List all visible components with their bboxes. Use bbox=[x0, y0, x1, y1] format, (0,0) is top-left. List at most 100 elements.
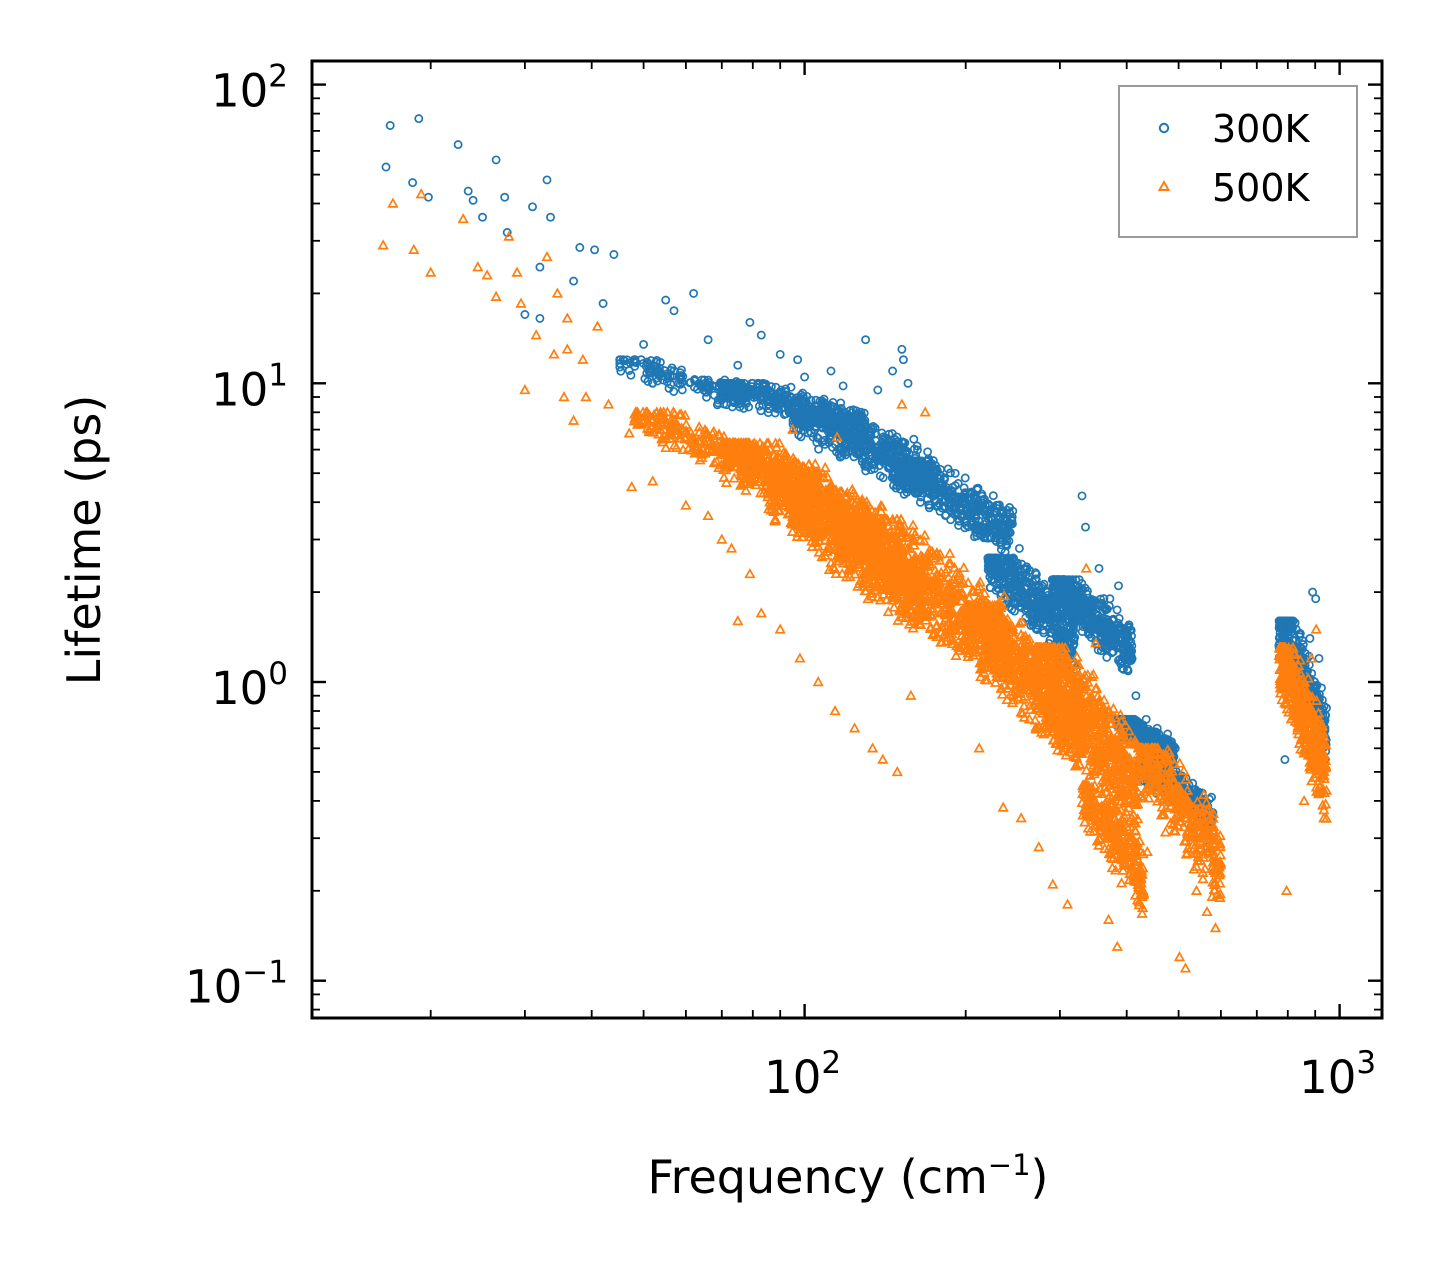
data-point-300k bbox=[675, 379, 685, 389]
data-point-300k bbox=[851, 434, 861, 444]
data-point-300k bbox=[987, 533, 997, 543]
data-point-300k bbox=[946, 468, 955, 478]
data-point-300k bbox=[786, 382, 796, 392]
data-point-300k bbox=[814, 409, 824, 419]
data-point-300k bbox=[718, 378, 728, 388]
data-point-300k bbox=[964, 501, 974, 511]
data-point-300k bbox=[836, 398, 846, 408]
data-point-300k bbox=[954, 520, 963, 530]
data-point-300k bbox=[781, 384, 791, 394]
data-point-300k bbox=[669, 366, 679, 376]
data-point-300k bbox=[898, 448, 908, 457]
data-point-300k bbox=[914, 471, 924, 481]
data-point-300k bbox=[1061, 617, 1071, 627]
data-point-300k bbox=[817, 437, 827, 447]
data-point-300k bbox=[690, 375, 700, 385]
data-point-300k bbox=[801, 419, 811, 429]
data-point-300k bbox=[669, 387, 679, 396]
data-point-300k bbox=[997, 509, 1006, 519]
data-point-300k bbox=[927, 460, 937, 470]
data-point-300k bbox=[642, 368, 652, 378]
data-point-300k bbox=[908, 485, 918, 495]
data-point-300k bbox=[912, 441, 922, 451]
data-point-300k bbox=[983, 533, 993, 543]
data-point-300k bbox=[643, 376, 653, 386]
data-point-300k bbox=[763, 408, 773, 418]
data-point-300k bbox=[994, 518, 1004, 528]
data-point-300k bbox=[996, 540, 1006, 550]
data-point-300k bbox=[773, 404, 783, 414]
data-point-300k bbox=[677, 385, 687, 395]
data-point-300k bbox=[655, 357, 665, 367]
data-point-300k bbox=[870, 423, 880, 433]
data-point-300k bbox=[655, 363, 664, 373]
data-point-300k bbox=[646, 356, 656, 366]
data-point-300k bbox=[759, 379, 769, 389]
data-point-300k bbox=[934, 491, 944, 501]
data-point-300k bbox=[842, 433, 852, 443]
data-point-300k bbox=[856, 407, 866, 417]
data-point-300k bbox=[796, 432, 806, 442]
data-point-300k bbox=[651, 373, 661, 383]
data-point-300k bbox=[630, 355, 640, 365]
data-point-300k bbox=[863, 441, 873, 451]
data-point-300k bbox=[844, 415, 854, 425]
data-point-300k bbox=[820, 398, 830, 408]
data-point-300k bbox=[855, 433, 865, 443]
data-point-300k bbox=[703, 375, 713, 385]
data-point-300k bbox=[973, 483, 983, 493]
data-point-300k bbox=[814, 444, 824, 454]
data-point-300k bbox=[915, 497, 925, 507]
data-point-300k bbox=[988, 491, 998, 501]
data-point-300k bbox=[959, 483, 969, 493]
data-point-300k bbox=[965, 499, 975, 509]
data-point-300k bbox=[982, 518, 992, 528]
data-point-300k bbox=[928, 456, 938, 466]
data-point-300k bbox=[624, 366, 634, 375]
data-point-300k bbox=[886, 456, 896, 466]
data-point-300k bbox=[801, 407, 811, 417]
data-point-300k bbox=[793, 417, 803, 427]
data-point-300k bbox=[1002, 516, 1012, 526]
data-point-300k bbox=[798, 388, 808, 398]
data-point-300k bbox=[742, 398, 752, 408]
data-point-300k bbox=[880, 433, 890, 443]
data-point-300k bbox=[971, 509, 981, 519]
data-point-300k bbox=[895, 446, 905, 456]
data-point-300k bbox=[925, 489, 935, 499]
data-point-300k bbox=[723, 378, 733, 388]
data-point-300k bbox=[960, 499, 969, 509]
data-point-300k bbox=[792, 397, 802, 407]
data-point-300k bbox=[924, 503, 934, 513]
data-point-300k bbox=[950, 468, 960, 478]
data-point-300k bbox=[798, 397, 808, 407]
data-point-300k bbox=[895, 481, 905, 490]
data-point-300k bbox=[940, 474, 949, 484]
data-points bbox=[377, 114, 1333, 973]
data-point-300k bbox=[908, 471, 918, 481]
data-point-300k bbox=[773, 389, 782, 398]
data-point-300k bbox=[950, 502, 960, 512]
data-point-300k bbox=[875, 471, 885, 481]
data-point-300k bbox=[960, 488, 970, 498]
data-point-300k bbox=[871, 450, 881, 459]
data-point-300k bbox=[754, 401, 764, 411]
data-point-300k bbox=[833, 420, 843, 430]
data-point-300k bbox=[626, 370, 636, 380]
data-point-300k bbox=[869, 460, 879, 470]
data-point-300k bbox=[1002, 531, 1012, 541]
data-point-300k bbox=[717, 393, 727, 403]
data-point-300k bbox=[810, 409, 820, 419]
data-point-300k bbox=[973, 520, 983, 530]
data-point-300k bbox=[920, 464, 930, 474]
data-point-300k bbox=[616, 366, 626, 376]
data-point-300k bbox=[697, 382, 707, 392]
data-point-300k bbox=[642, 357, 652, 367]
data-point-300k bbox=[962, 521, 972, 530]
data-point-300k bbox=[977, 491, 987, 501]
data-point-300k bbox=[920, 483, 930, 493]
data-point-300k bbox=[890, 456, 900, 466]
data-point-300k bbox=[751, 390, 761, 399]
data-point-300k bbox=[770, 393, 780, 403]
data-point-300k bbox=[837, 451, 847, 461]
